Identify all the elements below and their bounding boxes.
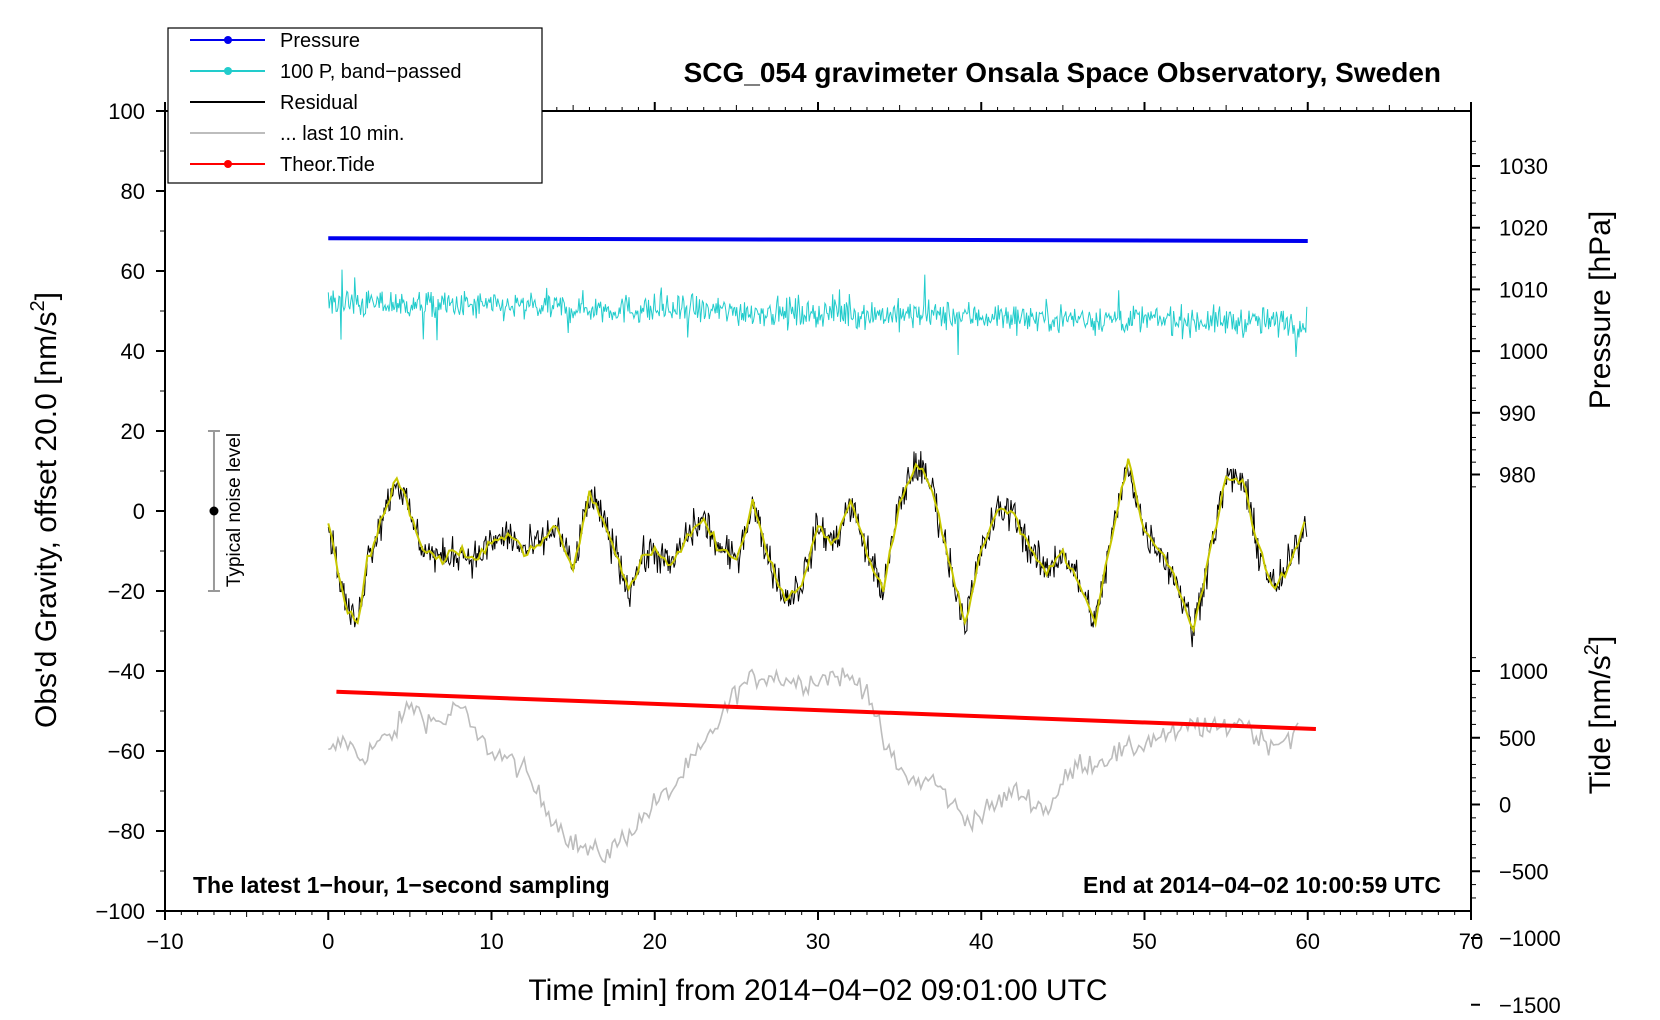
x-axis-title: Time [min] from 2014−04−02 09:01:00 UTC — [528, 974, 1107, 1007]
y-axis-tide-title-close: ] — [1584, 636, 1617, 644]
y-tick-label: 40 — [121, 339, 145, 364]
tide-tick-label: 1000 — [1499, 659, 1548, 684]
series-theor-tide — [336, 689, 1316, 731]
tide-tick-label: 500 — [1499, 726, 1536, 751]
noise-bar-label: Typical noise level — [224, 433, 245, 587]
y-axis-left-title-main: Obs'd Gravity, offset 20.0 — [30, 393, 63, 728]
series-layer — [327, 236, 1316, 864]
pressure-tick-label: 1020 — [1499, 216, 1548, 241]
legend-marker — [224, 67, 232, 75]
x-tick-label: 20 — [643, 929, 667, 954]
pressure-tick-label: 990 — [1499, 401, 1536, 426]
noise-bar-center — [209, 506, 219, 516]
x-axis: −10 0 10 20 30 40 50 60 70 — [146, 102, 1483, 954]
pressure-tick-label: 1030 — [1499, 154, 1548, 179]
x-tick-label: 60 — [1296, 929, 1320, 954]
legend-entry: Residual — [190, 92, 358, 114]
y-axis-tide-title-sup: 2 — [1581, 644, 1603, 655]
y-tick-label: −40 — [108, 659, 145, 684]
legend-marker — [224, 36, 232, 44]
legend-label: 100 P, band−passed — [280, 61, 461, 83]
series-last-10-min — [328, 667, 1299, 864]
y-axis-pressure-title: Pressure [hPa] — [1584, 211, 1617, 409]
y-tick-label: −60 — [108, 739, 145, 764]
legend-entry: Theor.Tide — [190, 154, 375, 176]
y-axis-tide-title: Tide [nm/s2] — [1581, 636, 1617, 794]
legend-label: Pressure — [280, 30, 360, 52]
series-residual-smoothed — [327, 458, 1306, 634]
note-left: The latest 1−hour, 1−second sampling — [193, 872, 610, 898]
x-tick-label: 70 — [1459, 929, 1483, 954]
legend-marker — [224, 160, 232, 168]
legend-label: Residual — [280, 92, 358, 114]
x-tick-label: −10 — [146, 929, 183, 954]
y-tick-label: 20 — [121, 419, 145, 444]
y-tick-label: 100 — [108, 99, 145, 124]
legend: Pressure 100 P, band−passed Residual ... la… — [167, 27, 543, 184]
x-tick-label: 50 — [1132, 929, 1156, 954]
x-tick-label: 30 — [806, 929, 830, 954]
y-axis-pressure: 1030 1020 1010 1000 990 980 — [1471, 140, 1548, 488]
y-axis-left-title: Obs'd Gravity, offset 20.0 [nm/s2] — [27, 292, 63, 728]
legend-entry: ... last 10 min. — [190, 123, 405, 145]
y-axis-left-title-close: ] — [30, 292, 63, 300]
legend-box — [167, 27, 543, 184]
note-right: End at 2014−04−02 10:00:59 UTC — [1083, 872, 1441, 898]
y-axis-tide-title-main: Tide [nm/s — [1584, 655, 1617, 794]
series-pressure — [328, 236, 1308, 243]
x-tick-label: 10 — [479, 929, 503, 954]
x-tick-label: 0 — [322, 929, 334, 954]
legend-label: ... last 10 min. — [280, 123, 405, 145]
legend-label: Theor.Tide — [280, 154, 375, 176]
y-tick-label: 0 — [133, 499, 145, 524]
y-axis-left-title-sup: 2 — [27, 300, 49, 311]
y-tick-label: −20 — [108, 579, 145, 604]
legend-entry: 100 P, band−passed — [190, 61, 461, 83]
series-residual — [327, 451, 1308, 648]
y-tick-label: −100 — [95, 899, 145, 924]
y-axis-left: 100 80 60 40 20 0 −20 −40 −60 −80 −100 — [95, 99, 165, 924]
y-tick-label: 60 — [121, 259, 145, 284]
legend-entry: Pressure — [190, 30, 360, 52]
tide-tick-label: −1500 — [1499, 993, 1561, 1018]
pressure-tick-label: 980 — [1499, 463, 1536, 488]
y-tick-label: 80 — [121, 179, 145, 204]
pressure-tick-label: 1000 — [1499, 339, 1548, 364]
y-axis-left-title-unit: [nm/s — [30, 311, 63, 384]
tide-tick-label: −500 — [1499, 859, 1549, 884]
y-axis-tide: 1000 500 0 −500 −1000 −1500 — [1471, 657, 1561, 1018]
y-tick-label: −80 — [108, 819, 145, 844]
series-band-passed — [327, 269, 1308, 358]
pressure-tick-label: 1010 — [1499, 277, 1548, 302]
tide-tick-label: −1000 — [1499, 926, 1561, 951]
tide-tick-label: 0 — [1499, 793, 1511, 818]
noise-bar: Typical noise level — [207, 430, 245, 592]
x-tick-label: 40 — [969, 929, 993, 954]
chart-title: SCG_054 gravimeter Onsala Space Observat… — [684, 57, 1441, 88]
